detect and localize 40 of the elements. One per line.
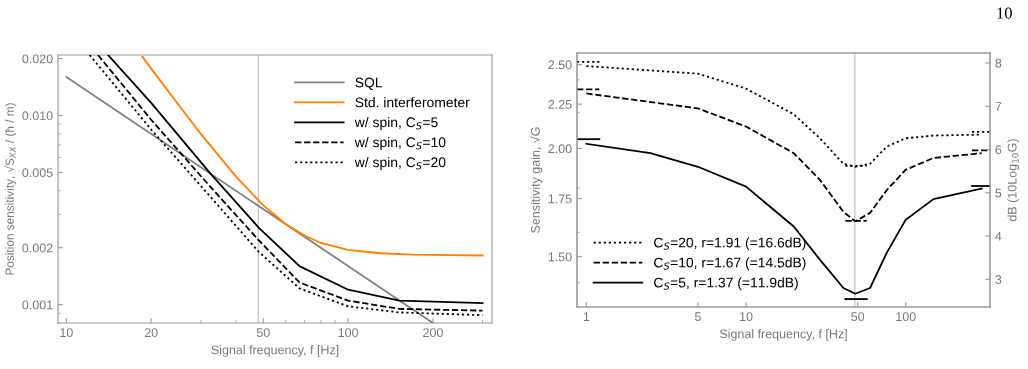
legend-label: w/ spin, C$_{S}$=20 [354, 157, 446, 170]
y2-tick-label: 8 [995, 58, 1002, 68]
x-tick-label: 10 [60, 328, 73, 338]
x-tick-label: 20 [144, 328, 158, 338]
x-tick-label: 1 [583, 312, 590, 321]
x-tick-label: 100 [338, 328, 359, 338]
legend-label: C$_{S}$=10, r=1.67 (=14.5dB) [654, 257, 806, 271]
y-tick-label: 1.75 [548, 194, 572, 204]
x-tick-label: 5 [694, 312, 701, 322]
x-axis-title: Signal frequency, f [Hz] [211, 345, 339, 357]
legend-label: w/ spin, C$_{S}$=5 [354, 117, 438, 130]
y-tick-label: 0.010 [22, 111, 53, 121]
y-tick-label: 2.25 [548, 99, 572, 109]
y2-tick-label: 4 [995, 231, 1002, 241]
y-axis-title: Sensitivity gain, √G [529, 127, 543, 233]
y-tick-label: 2.00 [548, 144, 572, 154]
y-tick-label: 0.002 [22, 243, 53, 253]
x-tick-label: 50 [256, 328, 270, 338]
y2-tick-label: 7 [995, 102, 1002, 111]
x-tick-label: 10 [740, 312, 753, 322]
legend-label: Std. interferometer [355, 97, 470, 108]
x-tick-label: 200 [423, 328, 443, 338]
y-tick-label: 1.50 [548, 252, 572, 262]
x-axis-title: Signal frequency, f [Hz] [719, 329, 847, 341]
y-tick-label: 0.020 [22, 54, 53, 64]
y-tick-label: 2.50 [548, 60, 572, 70]
legend-label: C$_{S}$=20, r=1.91 (=16.6dB) [654, 237, 806, 251]
y2-axis-title: dB (10Log$_{10}$G) [1007, 139, 1020, 222]
x-tick-label: 100 [896, 312, 916, 322]
y-tick-label: 0.005 [22, 168, 53, 178]
legend-label: SQL [355, 77, 383, 90]
y-axis-title: Position sensitivity, √S$_{XX}$ / (ħ / m) [4, 103, 17, 275]
y2-tick-label: 6 [995, 145, 1002, 155]
y2-tick-label: 3 [995, 275, 1002, 284]
y-tick-label: 0.001 [22, 300, 53, 310]
text: 10 [997, 7, 1012, 19]
legend-label: C$_{S}$=5, r=1.37 (=11.9dB) [654, 277, 798, 291]
x-tick-label: 50 [851, 312, 865, 322]
legend-label: w/ spin, C$_{S}$=10 [354, 137, 446, 150]
y2-tick-label: 5 [995, 188, 1002, 198]
